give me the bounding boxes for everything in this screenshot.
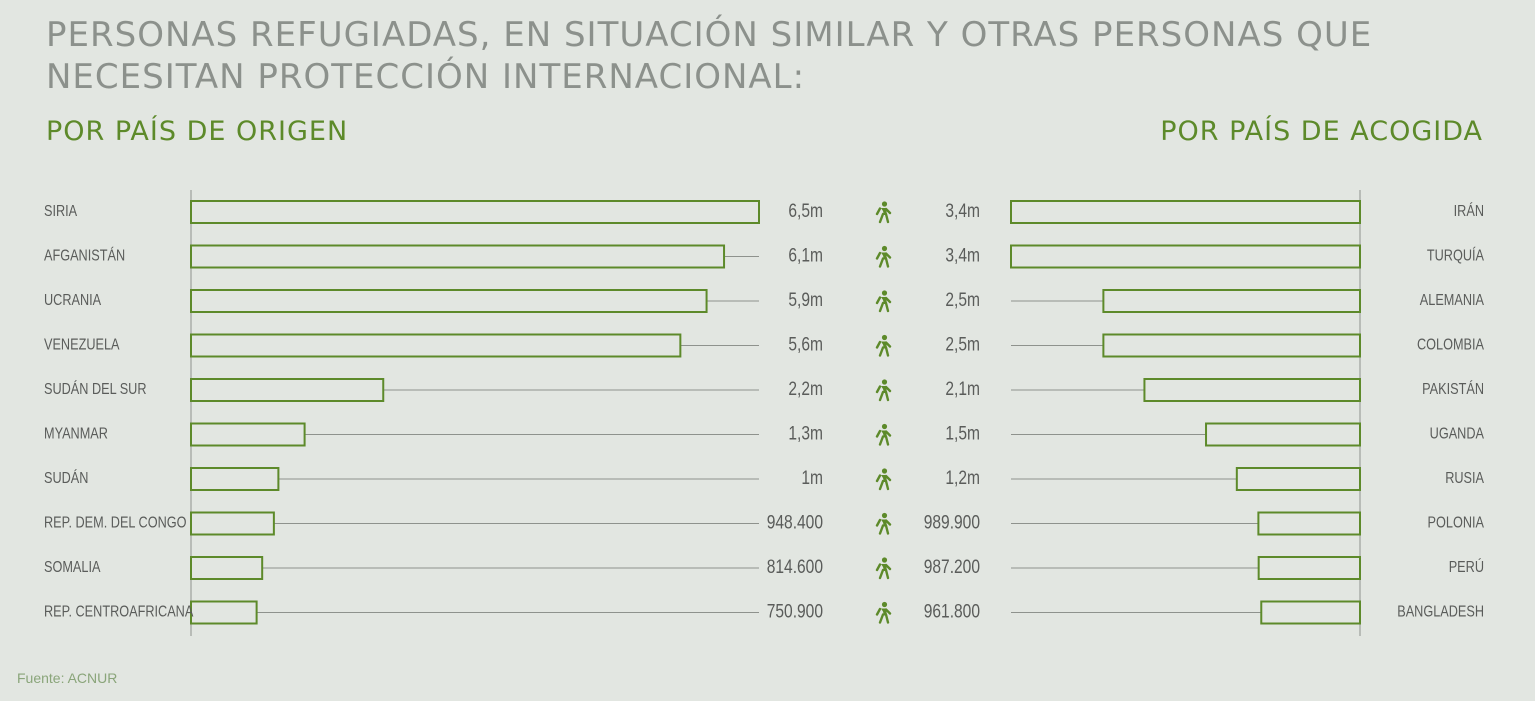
origin-category-label: AFGANISTÁN	[44, 246, 125, 265]
walking-person-icon	[875, 557, 892, 580]
origin-bar	[190, 467, 280, 491]
walking-person-icon	[875, 245, 892, 268]
host-value-label: 3,4m	[945, 244, 980, 266]
host-bar	[1205, 422, 1361, 447]
origin-bar	[190, 200, 760, 224]
walking-person-icon	[875, 468, 892, 491]
chart-title: PERSONAS REFUGIADAS, EN SITUACIÓN SIMILA…	[46, 15, 1373, 97]
host-bar	[1257, 556, 1362, 580]
subtitle-host: POR PAÍS DE ACOGIDA	[1160, 116, 1483, 147]
walking-person-icon	[875, 201, 892, 224]
host-bar	[1257, 511, 1361, 536]
origin-bar	[190, 244, 726, 269]
origin-category-label: VENEZUELA	[44, 336, 120, 353]
origin-category-label: SIRIA	[44, 203, 78, 220]
subtitle-origin: POR PAÍS DE ORIGEN	[46, 116, 349, 147]
origin-category-label: SOMALIA	[44, 559, 101, 576]
origin-bar	[190, 422, 306, 447]
icon-column	[875, 201, 892, 624]
host-bar	[1010, 244, 1361, 269]
walking-person-icon	[875, 512, 892, 535]
origin-value-label: 6,5m	[788, 200, 823, 222]
walking-person-icon	[875, 334, 892, 357]
walking-person-icon	[875, 423, 892, 446]
host-category-label: PERÚ	[1449, 558, 1484, 577]
origin-value-label: 948.400	[767, 511, 823, 533]
host-category-label: ALEMANIA	[1420, 292, 1485, 309]
host-category-label: PAKISTÁN	[1422, 380, 1484, 399]
origin-category-label: REP. DEM. DEL CONGO	[44, 514, 186, 531]
walking-person-icon	[875, 601, 892, 624]
host-bar	[1102, 333, 1361, 358]
host-bar	[1260, 600, 1361, 625]
origin-bar	[190, 289, 708, 313]
origin-value-label: 6,1m	[788, 244, 823, 266]
walking-person-icon	[875, 379, 892, 402]
host-bar	[1102, 289, 1361, 313]
origin-bar	[190, 556, 264, 580]
host-category-label: RUSIA	[1445, 470, 1484, 487]
origin-value-label: 1,3m	[788, 422, 823, 444]
origin-value-label: 5,6m	[788, 333, 823, 355]
host-value-label: 2,1m	[945, 378, 980, 400]
origin-bar	[190, 511, 275, 536]
origin-value-label: 814.600	[767, 556, 823, 578]
host-category-label: UGANDA	[1430, 425, 1485, 442]
host-bar	[1010, 200, 1361, 224]
origin-bar	[190, 378, 385, 402]
origin-value-label: 1m	[801, 467, 823, 489]
host-bar	[1143, 378, 1361, 402]
host-chart: 3,4m IRÁN 3,4m TURQUÍA 2,5m ALEMANIA 2,5m COLOM…	[924, 190, 1485, 636]
host-value-label: 1,2m	[945, 467, 980, 489]
origin-category-label: UCRANIA	[44, 292, 102, 309]
host-category-label: IRÁN	[1454, 202, 1484, 221]
origin-category-label: REP. CENTROAFRICANA	[44, 603, 194, 620]
origin-category-label: MYANMAR	[44, 425, 108, 442]
host-category-label: COLOMBIA	[1417, 336, 1485, 353]
host-value-label: 3,4m	[945, 200, 980, 222]
host-value-label: 1,5m	[945, 422, 980, 444]
host-value-label: 2,5m	[945, 333, 980, 355]
host-category-label: BANGLADESH	[1397, 603, 1484, 620]
origin-bar	[190, 600, 258, 625]
host-value-label: 989.900	[924, 511, 980, 533]
origin-value-label: 750.900	[767, 600, 823, 622]
origin-value-label: 2,2m	[788, 378, 823, 400]
origin-bar	[190, 333, 682, 358]
origin-value-label: 5,9m	[788, 289, 823, 311]
host-category-label: POLONIA	[1428, 514, 1485, 531]
origin-category-label: SUDÁN	[44, 469, 88, 488]
host-bar	[1235, 467, 1361, 491]
origin-chart: SIRIA 6,5m AFGANISTÁN 6,1m UCRANIA 5,9m VENEZU…	[44, 190, 823, 636]
origin-category-label: SUDÁN DEL SUR	[44, 380, 147, 399]
host-value-label: 987.200	[924, 556, 980, 578]
host-value-label: 2,5m	[945, 289, 980, 311]
host-category-label: TURQUÍA	[1427, 246, 1485, 265]
host-value-label: 961.800	[924, 600, 980, 622]
walking-person-icon	[875, 290, 892, 313]
source-note: Fuente: ACNUR	[17, 670, 118, 686]
